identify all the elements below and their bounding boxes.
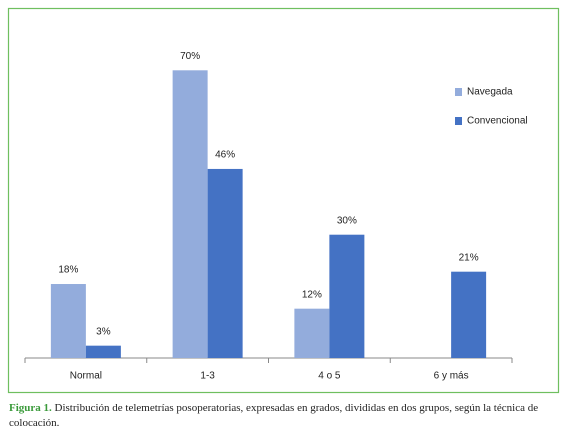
x-tick-label: 1-3 <box>200 371 215 382</box>
x-tick-label: 4 o 5 <box>318 371 341 382</box>
x-tick-label: 6 y más <box>434 371 469 382</box>
bar <box>207 168 243 358</box>
legend-swatch <box>455 88 462 96</box>
value-label: 3% <box>96 326 111 337</box>
bar <box>85 345 121 358</box>
legend-swatch <box>455 117 462 125</box>
legend-label: Navegada <box>467 87 513 98</box>
bar <box>50 284 86 358</box>
bar <box>172 70 208 359</box>
caption: Figura 1. Distribución de telemetrías po… <box>9 401 559 431</box>
chart-frame <box>7 7 560 394</box>
bar <box>329 234 365 358</box>
value-label: 30% <box>337 215 357 226</box>
value-label: 21% <box>459 252 479 263</box>
value-label: 18% <box>58 265 78 276</box>
x-tick-label: Normal <box>70 371 102 382</box>
bar <box>294 308 330 358</box>
caption-label: Figura 1. <box>9 402 52 414</box>
caption-text: Distribución de telemetrías posoperatori… <box>9 402 539 429</box>
value-label: 46% <box>215 150 235 161</box>
legend-label: Convencional <box>467 116 528 127</box>
value-label: 70% <box>180 51 200 62</box>
bar <box>451 271 487 358</box>
value-label: 12% <box>302 289 322 300</box>
